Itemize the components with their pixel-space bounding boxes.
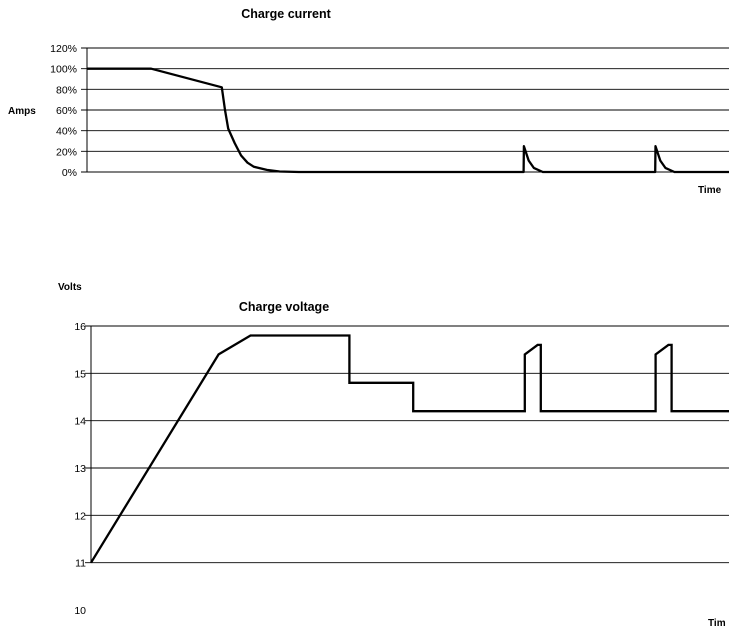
y-tick-label: 20%: [56, 146, 77, 158]
current-y-ticks: 0% 20% 40% 60% 80% 100% 120%: [50, 43, 77, 179]
y-tick-label: 120%: [50, 43, 77, 55]
current-gridlines: [81, 47, 729, 173]
y-tick-label: 12: [74, 510, 86, 522]
current-x-axis-label: Time: [698, 185, 722, 196]
current-chart: Charge current Amps Time 0% 20% 40% 60% 80% 1…: [8, 7, 729, 196]
current-series-line: [87, 67, 729, 174]
y-tick-label: 100%: [50, 64, 77, 76]
y-tick-label: 0%: [62, 167, 77, 179]
voltage-chart-title: Charge voltage: [239, 300, 329, 314]
y-tick-label: 60%: [56, 105, 77, 117]
voltage-gridlines: [85, 325, 729, 564]
y-tick-label: 13: [74, 463, 86, 475]
y-tick-label: 80%: [56, 84, 77, 96]
voltage-series-line: [90, 334, 729, 564]
voltage-chart: Volts Charge voltage Tim 10 11 12 13 14 15 16: [58, 282, 729, 629]
y-tick-label: 11: [75, 558, 86, 570]
y-tick-label: 15: [74, 368, 86, 380]
y-tick-label: 10: [74, 605, 86, 617]
current-y-axis-label: Amps: [8, 106, 36, 117]
y-tick-label: 14: [74, 416, 86, 428]
voltage-y-ticks: 10 11 12 13 14 15 16: [74, 321, 86, 617]
y-tick-label: 16: [74, 321, 86, 333]
voltage-x-axis-label: Tim: [708, 618, 726, 629]
current-chart-title: Charge current: [241, 7, 331, 21]
y-tick-label: 40%: [56, 126, 77, 138]
voltage-y-axis-label: Volts: [58, 282, 82, 293]
